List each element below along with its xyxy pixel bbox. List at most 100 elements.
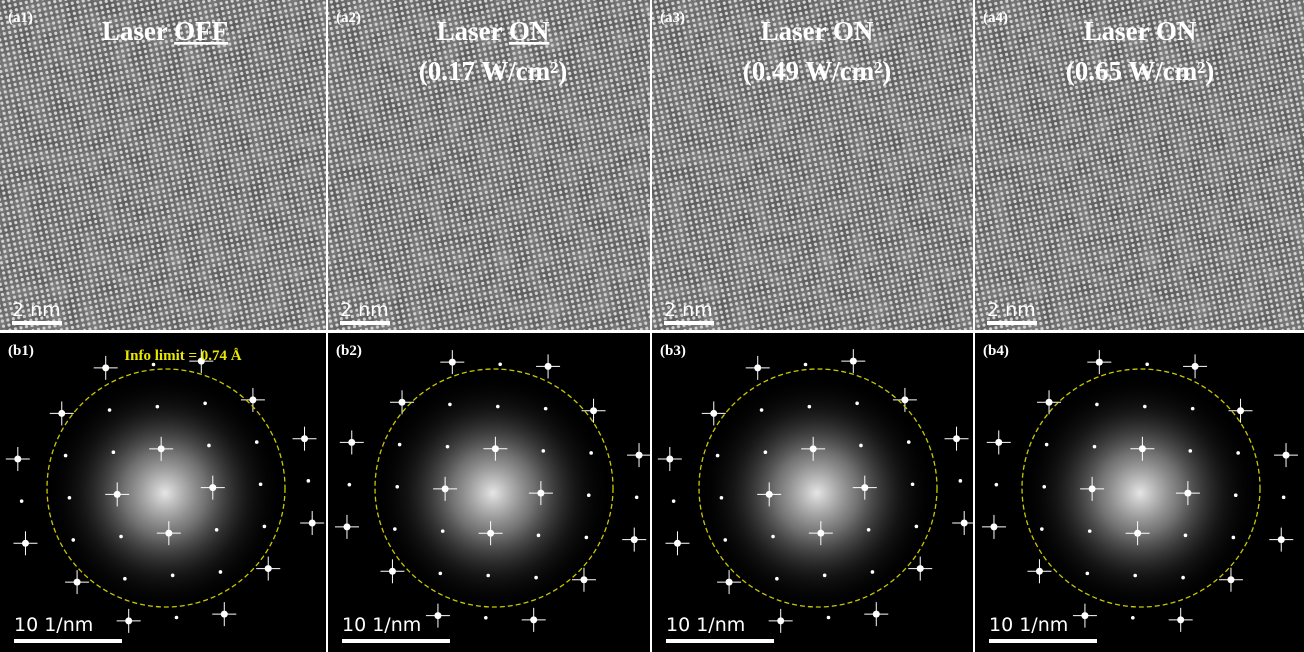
- diffraction-spot: [859, 444, 863, 448]
- diffraction-spot: [827, 616, 831, 620]
- diffraction-spot: [446, 445, 450, 449]
- diffraction-spot: [1184, 534, 1188, 538]
- scale-bar-label: 2 nm: [664, 299, 713, 321]
- fft-panel: (b3) 10 1/nm: [652, 333, 976, 652]
- diffraction-spot: [720, 496, 724, 500]
- diffraction-spot: [20, 499, 24, 503]
- title-text: Laser ON: [761, 16, 874, 46]
- diffraction-spot: [1282, 496, 1286, 500]
- fft-panel: (b4)10 1/nm: [975, 333, 1304, 652]
- diffraction-spot: [871, 570, 875, 574]
- figure: (a1)Laser OFF2 nm(a2)Laser ON(0.17 W/cm²…: [0, 0, 1304, 652]
- title-text: Laser: [102, 16, 168, 46]
- fft-speckle: [697, 373, 937, 613]
- diffraction-spot: [1040, 527, 1044, 531]
- diffraction-spot: [439, 572, 443, 576]
- scale-bar: [989, 639, 1097, 643]
- panel-title: Laser ON: [1084, 16, 1197, 46]
- diffraction-spot: [108, 408, 112, 412]
- diffraction-spot: [716, 454, 720, 458]
- title-emphasis: ON: [509, 16, 550, 46]
- diffraction-spot: [537, 534, 541, 538]
- diffraction-spot: [393, 527, 397, 531]
- panel-label: (a1): [8, 10, 33, 26]
- diffraction-spot: [119, 535, 123, 539]
- scale-bar: [664, 321, 714, 325]
- panel-title: Laser ON: [761, 16, 874, 46]
- diffraction-spot: [907, 440, 911, 444]
- diffraction-spot: [723, 538, 727, 542]
- noise-overlay: [975, 0, 1304, 330]
- panel-label: (b2): [336, 343, 362, 359]
- diffraction-spot: [1042, 485, 1046, 489]
- diffraction-spot: [1133, 574, 1137, 578]
- scale-bar-label: 2 nm: [340, 299, 389, 321]
- diffraction-spot: [959, 479, 963, 483]
- diffraction-spot: [635, 496, 639, 500]
- scale-bar-label: 10 1/nm: [989, 614, 1068, 636]
- info-limit-label: Info limit = 0.74 Å: [124, 348, 241, 364]
- scale-bar-label: 10 1/nm: [342, 614, 421, 636]
- diffraction-spot: [71, 538, 75, 542]
- scale-bar: [14, 639, 122, 643]
- diffraction-spot: [448, 403, 452, 407]
- diffraction-spot: [534, 576, 538, 580]
- fft-panel: (b2) 10 1/nm: [328, 333, 651, 652]
- scale-bar: [340, 321, 390, 325]
- diffraction-spot: [867, 528, 871, 532]
- panel-label: (a4): [983, 10, 1008, 26]
- diffraction-spot: [259, 482, 263, 486]
- diffraction-spot: [1093, 445, 1097, 449]
- fft-speckle: [1020, 373, 1260, 613]
- diffraction-spot: [348, 483, 352, 487]
- diffraction-spot: [1181, 576, 1185, 580]
- diffraction-spot: [823, 574, 827, 578]
- diffraction-spot: [1234, 493, 1238, 497]
- diffraction-spot: [672, 499, 676, 503]
- diffraction-spot: [589, 451, 593, 455]
- diffraction-spot: [1145, 362, 1149, 366]
- diffraction-spot: [1236, 451, 1240, 455]
- diffraction-spot: [855, 401, 859, 405]
- diffraction-spot: [587, 493, 591, 497]
- diffraction-spot: [484, 616, 488, 620]
- title-emphasis: OFF: [174, 16, 228, 46]
- diffraction-spot: [1095, 403, 1099, 407]
- noise-overlay: [328, 0, 650, 330]
- diffraction-spot: [68, 496, 72, 500]
- diffraction-spot: [541, 449, 545, 453]
- scale-bar-label: 2 nm: [12, 299, 61, 321]
- diffraction-spot: [771, 535, 775, 539]
- diffraction-spot: [156, 405, 160, 409]
- diffraction-spot: [911, 482, 915, 486]
- diffraction-spot: [263, 525, 267, 529]
- scale-bar: [666, 639, 774, 643]
- panel-title: Laser ON: [437, 16, 550, 46]
- diffraction-spot: [544, 407, 548, 411]
- scale-bar: [12, 321, 62, 325]
- fft-speckle: [373, 373, 613, 613]
- hrtem-panel: (a3) Laser ON (0.49 W/cm²) 2 nm: [652, 0, 973, 330]
- diffraction-spot: [219, 570, 223, 574]
- fft-panel: (b1)Info limit = 0.74 Å10 1/nm: [0, 333, 326, 652]
- diffraction-spot: [1188, 449, 1192, 453]
- diffraction-spot: [915, 525, 919, 529]
- diffraction-spot: [123, 577, 127, 581]
- diffraction-spot: [764, 450, 768, 454]
- title-text: Laser ON: [1084, 16, 1197, 46]
- diffraction-spot: [1045, 443, 1049, 447]
- laser-power: (0.17 W/cm²): [419, 56, 568, 86]
- diffraction-spot: [171, 574, 175, 578]
- fft-speckle: [45, 373, 285, 613]
- scale-bar-label: 10 1/nm: [666, 614, 745, 636]
- laser-power: (0.49 W/cm²): [743, 56, 892, 86]
- diffraction-spot: [1232, 536, 1236, 540]
- diffraction-spot: [1143, 405, 1147, 409]
- diffraction-spot: [207, 444, 211, 448]
- diffraction-spot: [175, 616, 179, 620]
- diffraction-spot: [496, 405, 500, 409]
- diffraction-spot: [760, 408, 764, 412]
- panel-label: (b3): [660, 343, 686, 359]
- panel-label: (a3): [660, 10, 685, 26]
- diffraction-spot: [808, 405, 812, 409]
